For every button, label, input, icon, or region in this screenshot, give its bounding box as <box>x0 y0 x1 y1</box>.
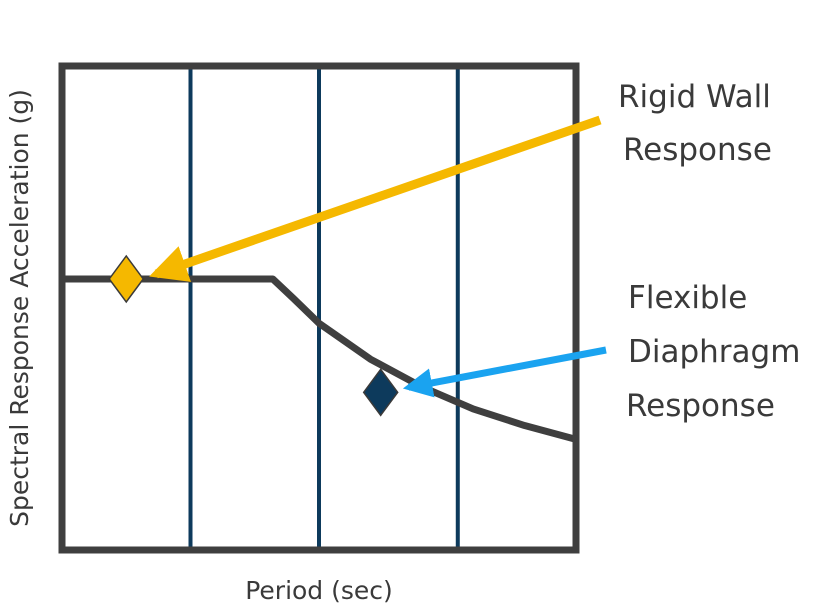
flexible-diaphragm-annotation: Flexible Diaphragm Response <box>626 280 800 424</box>
flexible-diaphragm-label-line1: Flexible <box>628 280 747 316</box>
rigid-wall-label-line1: Rigid Wall <box>618 79 771 115</box>
spectrum-curve <box>62 275 577 443</box>
rigid-wall-marker <box>108 254 145 304</box>
plot-frame <box>58 62 580 554</box>
flexible-diaphragm-label-line3: Response <box>626 388 775 424</box>
x-axis-label: Period (sec) <box>245 576 393 605</box>
flexible-diaphragm-arrow <box>402 346 607 398</box>
flexible-diaphragm-label-line2: Diaphragm <box>628 334 800 370</box>
rigid-wall-annotation: Rigid Wall Response <box>618 79 772 168</box>
vertical-reference-lines <box>188 66 460 550</box>
y-axis-label: Spectral Response Acceleration (g) <box>5 89 34 527</box>
rigid-wall-label-line2: Response <box>623 132 772 168</box>
rigid-wall-arrow <box>149 115 602 282</box>
flexible-diaphragm-marker <box>362 368 399 417</box>
response-markers <box>108 254 399 417</box>
